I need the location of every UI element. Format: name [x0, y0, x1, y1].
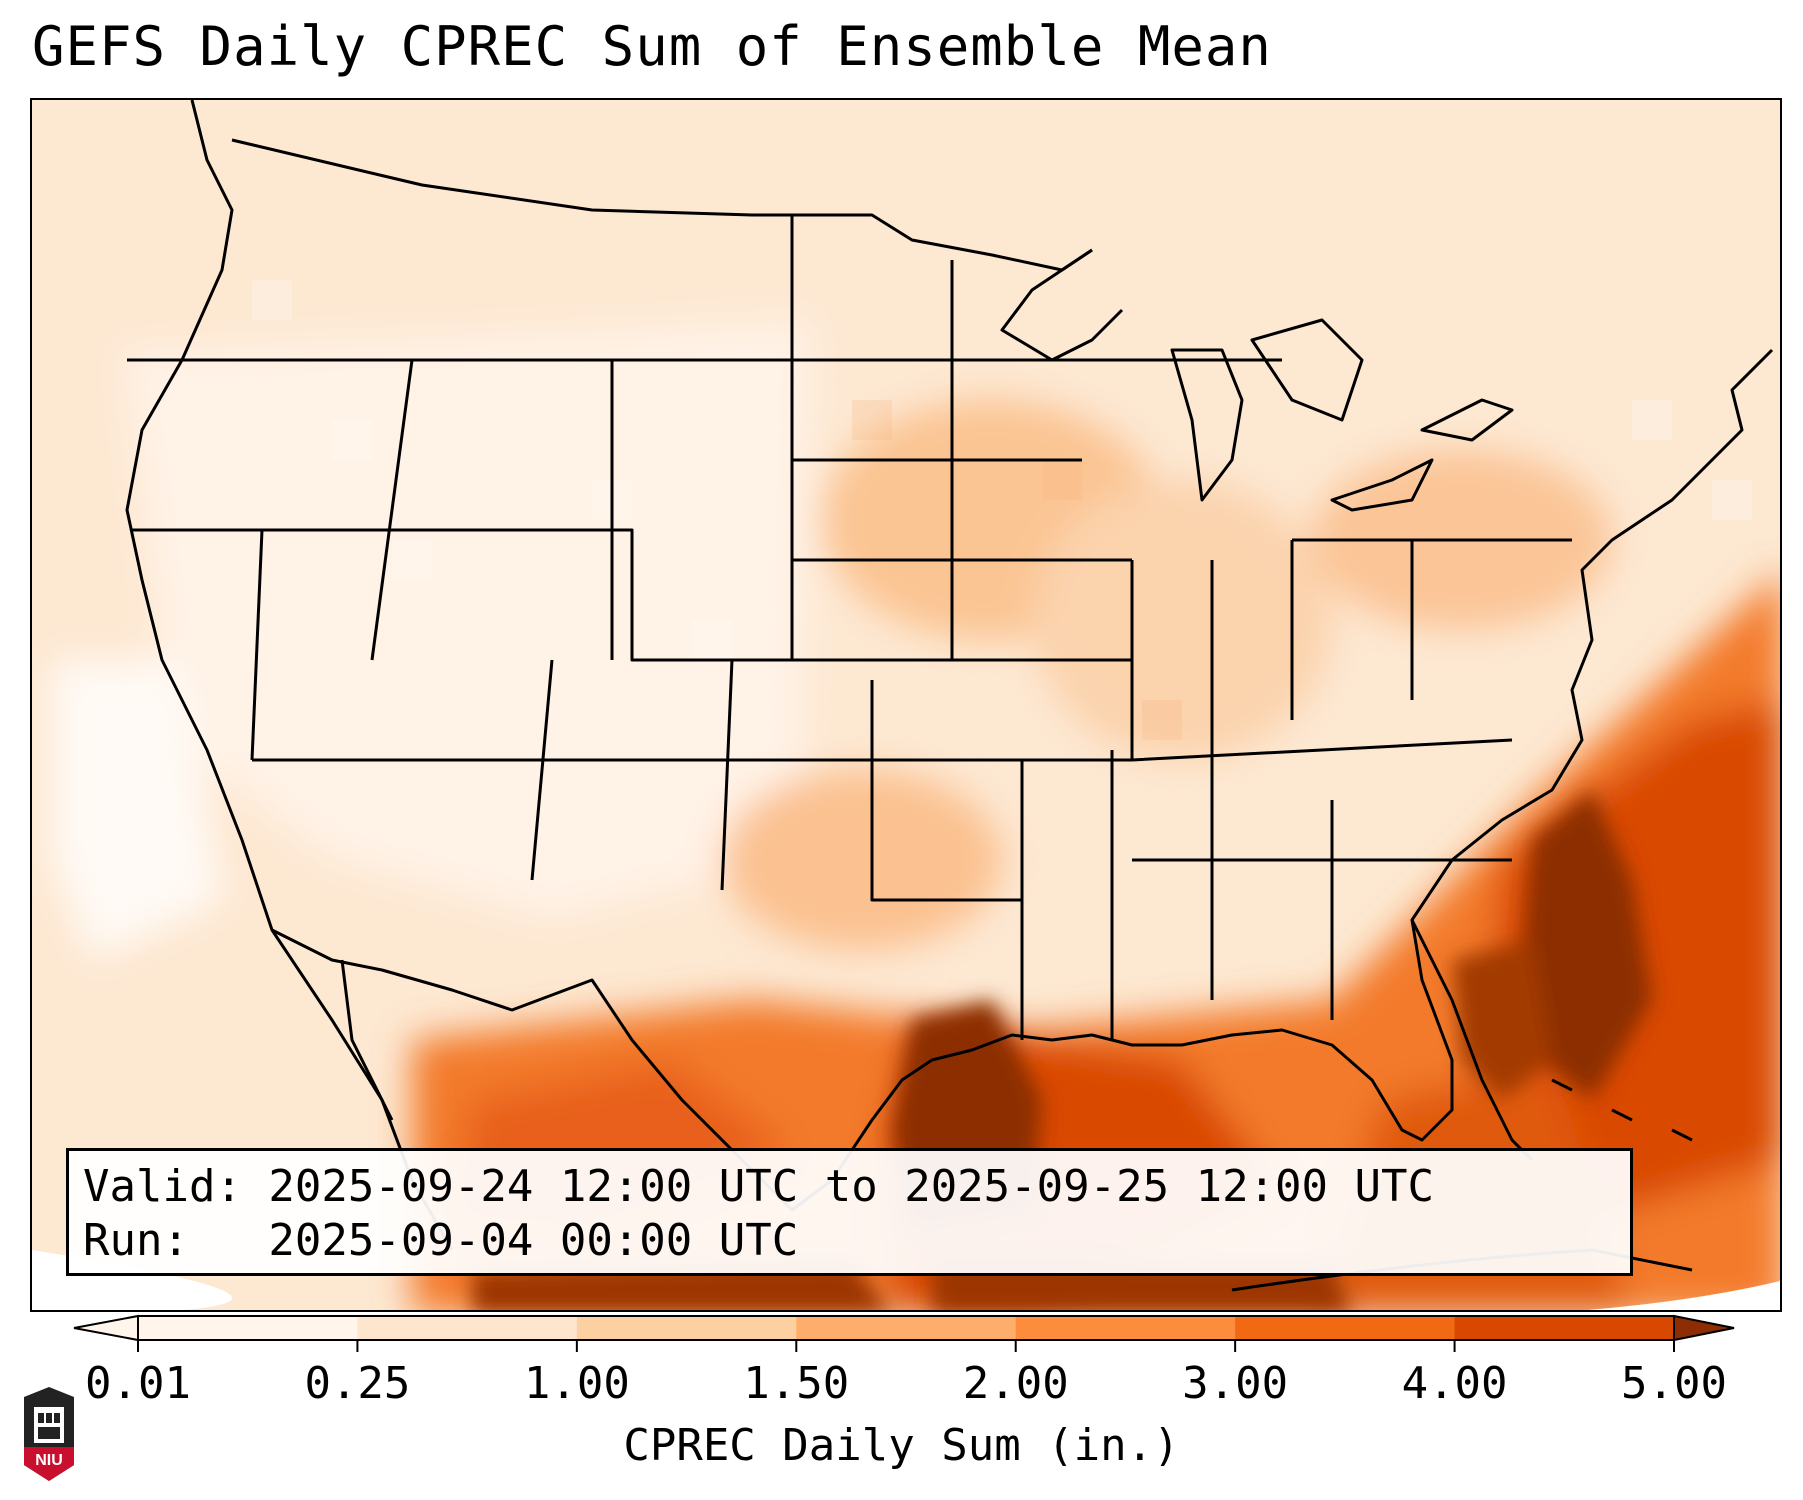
valid-run-box: Valid: 2025-09-24 12:00 UTC to 2025-09-2… — [66, 1148, 1633, 1276]
grid-texture — [252, 280, 1752, 740]
colorbar-segment — [1454, 1316, 1675, 1340]
colorbar-tick-label: 0.25 — [304, 1358, 411, 1409]
boundaries — [125, 100, 1774, 1292]
colorbar — [73, 1314, 1735, 1352]
colorbar-tick-label: 4.00 — [1401, 1358, 1508, 1409]
colorbar-segment — [1015, 1316, 1236, 1340]
colorbar-tick-label: 2.00 — [962, 1358, 1069, 1409]
niu-logo: NIU — [24, 1387, 74, 1481]
map-canvas — [32, 100, 1780, 1310]
colorbar-tick-label: 1.00 — [523, 1358, 630, 1409]
colorbar-label: CPREC Daily Sum (in.) — [623, 1420, 1180, 1471]
colorbar-tick-label: 1.50 — [743, 1358, 850, 1409]
colorbar-segment — [357, 1316, 578, 1340]
colorbar-segment — [576, 1316, 797, 1340]
colorbar-tick-label: 3.00 — [1182, 1358, 1289, 1409]
colorbar-outline — [137, 1315, 1675, 1341]
colorbar-segment — [138, 1316, 358, 1340]
chart-title: GEFS Daily CPREC Sum of Ensemble Mean — [32, 15, 1272, 78]
logo-text: NIU — [35, 1452, 63, 1469]
colorbar-segments — [73, 1314, 1735, 1342]
colorbar-extend-high — [1673, 1314, 1735, 1342]
colorbar-tick-label: 0.01 — [85, 1358, 191, 1409]
colorbar-tick-label: 5.00 — [1621, 1358, 1727, 1409]
precip-field — [32, 100, 1780, 1310]
valid-time-text: Valid: 2025-09-24 12:00 UTC to 2025-09-2… — [83, 1161, 1435, 1212]
colorbar-segment — [796, 1316, 1017, 1340]
colorbar-ticks — [137, 1340, 1675, 1352]
run-time-text: Run: 2025-09-04 00:00 UTC — [83, 1215, 799, 1266]
colorbar-extend-low — [73, 1314, 139, 1342]
colorbar-segment — [1235, 1316, 1456, 1340]
precip-map — [30, 98, 1782, 1312]
